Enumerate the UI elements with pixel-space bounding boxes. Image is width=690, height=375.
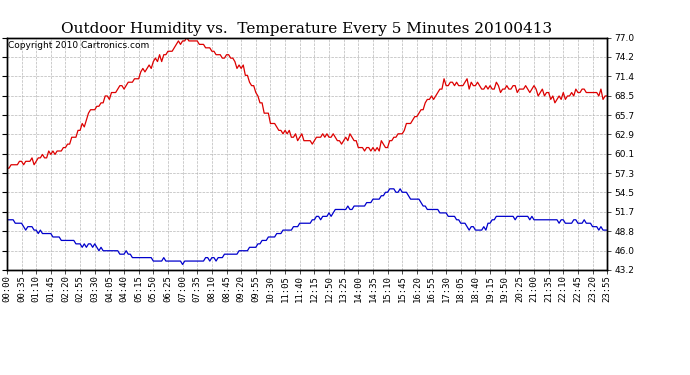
Text: Copyright 2010 Cartronics.com: Copyright 2010 Cartronics.com	[8, 41, 149, 50]
Title: Outdoor Humidity vs.  Temperature Every 5 Minutes 20100413: Outdoor Humidity vs. Temperature Every 5…	[61, 22, 553, 36]
